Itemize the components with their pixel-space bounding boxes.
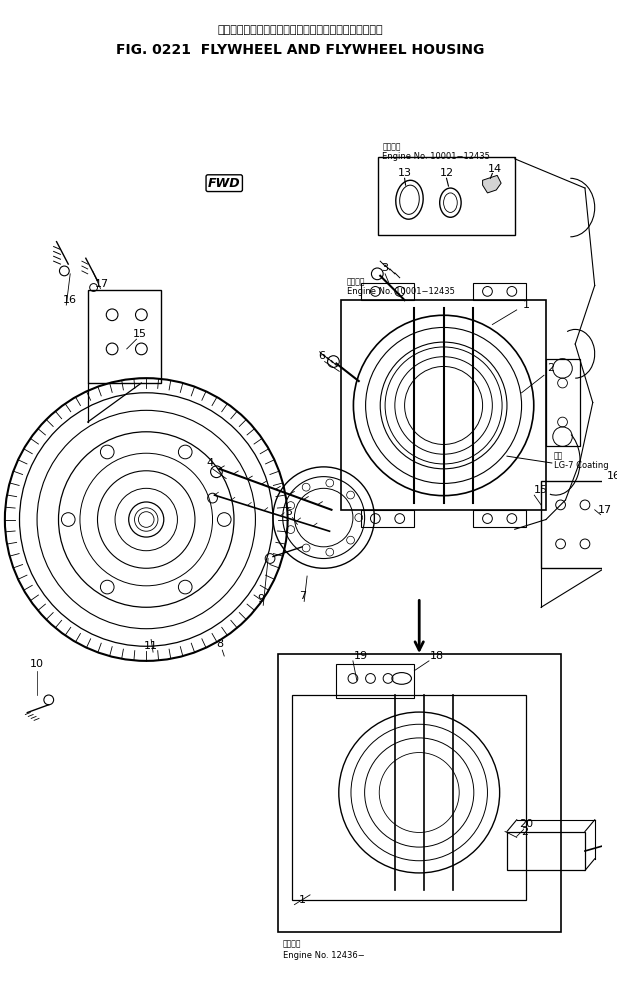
Bar	[361, 283, 415, 301]
Text: 1: 1	[523, 300, 530, 310]
Text: 10: 10	[30, 658, 44, 668]
Bar	[507, 832, 585, 871]
Text: 16: 16	[607, 471, 617, 481]
Text: 15: 15	[133, 330, 146, 340]
Bar	[278, 654, 561, 932]
Text: 2: 2	[521, 827, 528, 837]
Bar	[336, 663, 415, 698]
Text: 3: 3	[381, 263, 389, 273]
Text: 6: 6	[318, 351, 325, 361]
Text: 12: 12	[439, 168, 453, 178]
Text: 5: 5	[285, 507, 292, 517]
Text: 14: 14	[488, 163, 502, 173]
Text: 7: 7	[299, 590, 306, 600]
Text: 適用号等: 適用号等	[283, 939, 301, 948]
Text: 17: 17	[95, 279, 109, 289]
Text: 適用号等: 適用号等	[382, 142, 400, 151]
Bar	[378, 157, 515, 234]
Text: 11: 11	[144, 641, 158, 651]
Text: LG-7 Coating: LG-7 Coating	[554, 461, 608, 470]
Text: 適用号等: 適用号等	[347, 278, 366, 287]
Text: 9: 9	[258, 594, 265, 604]
Text: Engine No. 12436−: Engine No. 12436−	[283, 951, 365, 960]
Text: Engine No. 10001−12435: Engine No. 10001−12435	[347, 287, 455, 296]
Text: フライホイール　および　フライホイール　ハウジング: フライホイール および フライホイール ハウジング	[217, 25, 383, 35]
Bar	[546, 359, 580, 447]
Text: 19: 19	[354, 651, 368, 661]
Text: 1: 1	[299, 895, 306, 905]
Text: FWD: FWD	[208, 176, 241, 189]
Bar	[361, 510, 415, 527]
Bar	[473, 510, 526, 527]
Text: 2: 2	[547, 364, 555, 374]
Bar	[473, 283, 526, 301]
Text: 13: 13	[397, 168, 412, 178]
Text: Engine No. 10001−12435: Engine No. 10001−12435	[382, 152, 490, 161]
Polygon shape	[482, 175, 501, 193]
Text: 塞布: 塞布	[554, 452, 563, 461]
Text: 8: 8	[216, 639, 223, 649]
Text: FIG. 0221  FLYWHEEL AND FLYWHEEL HOUSING: FIG. 0221 FLYWHEEL AND FLYWHEEL HOUSING	[116, 43, 484, 56]
Bar	[341, 301, 546, 510]
Text: 17: 17	[597, 505, 611, 515]
Text: 20: 20	[520, 819, 534, 829]
Text: 4: 4	[206, 458, 213, 468]
Text: 18: 18	[429, 651, 444, 661]
Text: 15: 15	[534, 485, 548, 495]
Bar	[292, 695, 526, 900]
Text: 16: 16	[63, 296, 77, 306]
